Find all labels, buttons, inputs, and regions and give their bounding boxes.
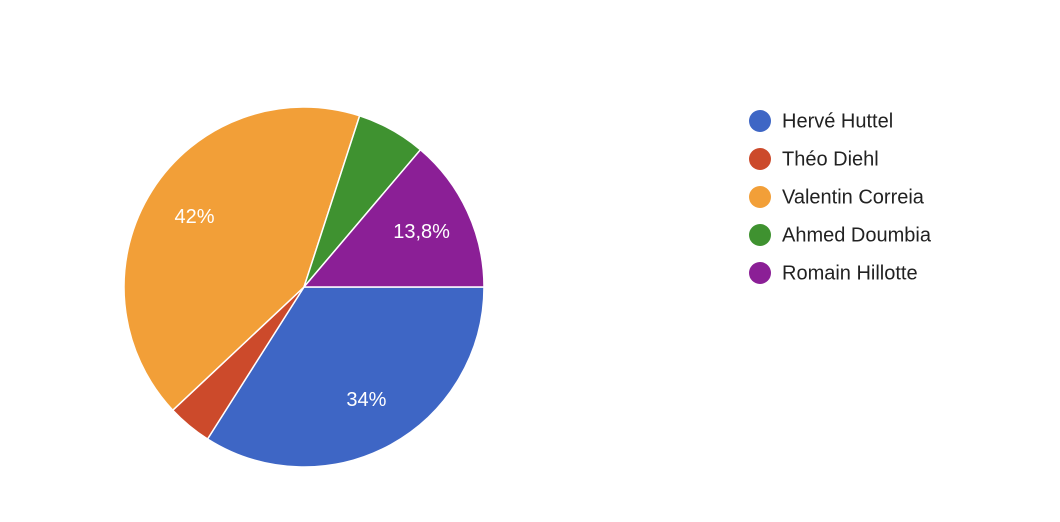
pie-slice <box>206 286 485 468</box>
slice-label: 42% <box>175 206 215 228</box>
legend-label: Théo Diehl <box>782 148 879 170</box>
legend-label: Romain Hillotte <box>782 262 918 284</box>
slice-label: 13,8% <box>393 221 450 243</box>
legend-swatch <box>749 148 771 170</box>
legend-swatch <box>749 224 771 246</box>
legend-swatch <box>749 262 771 284</box>
pie-slice <box>123 106 361 412</box>
pie-slice <box>302 148 485 288</box>
legend-swatch <box>749 110 771 132</box>
slice-label: 34% <box>346 389 386 411</box>
legend-swatch <box>749 186 771 208</box>
legend-label: Valentin Correia <box>782 186 925 208</box>
legend-label: Ahmed Doumbia <box>782 224 932 246</box>
legend-label: Hervé Huttel <box>782 110 893 132</box>
